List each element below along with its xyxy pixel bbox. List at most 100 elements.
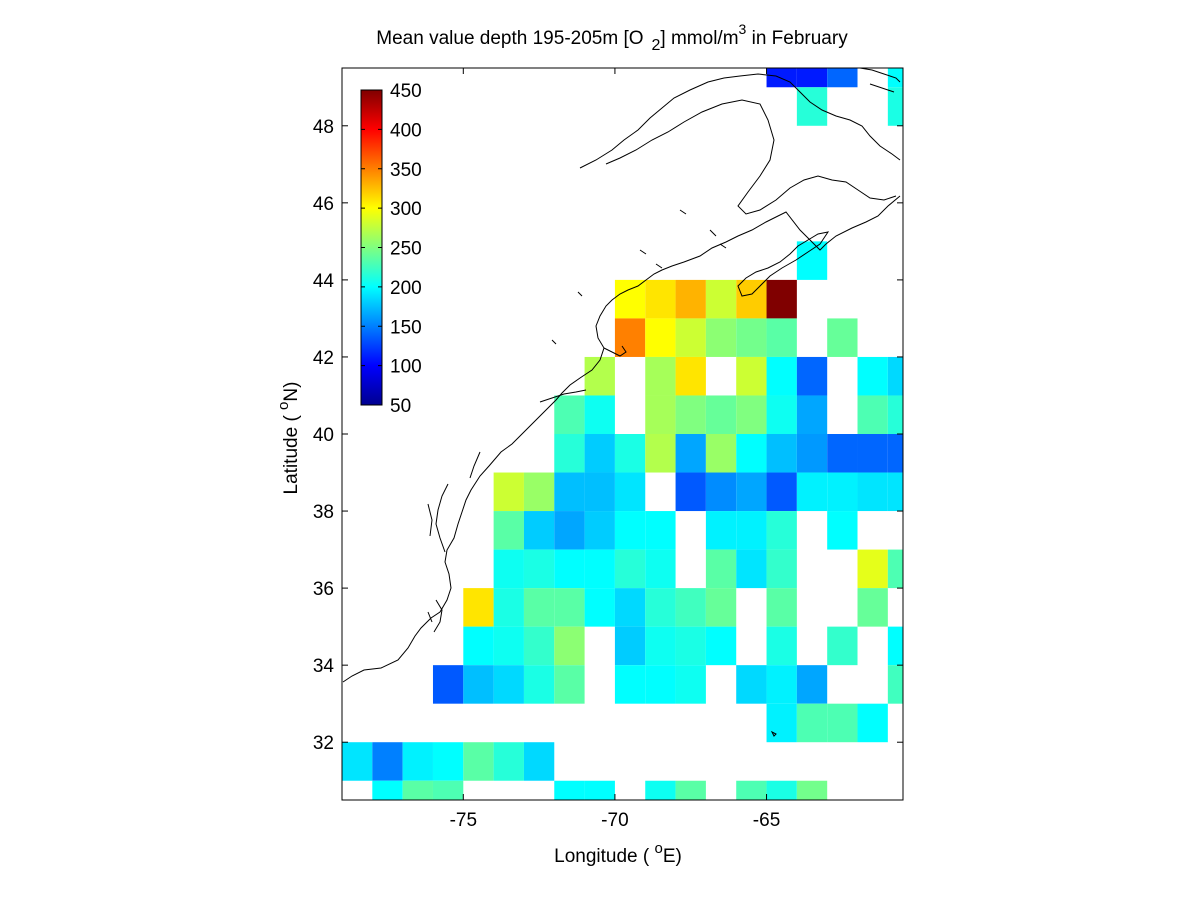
heatmap-cell [796,472,828,512]
chesapeake-bay [427,483,449,553]
heatmap-cell [736,279,767,319]
heatmap-cell [554,434,585,473]
heatmap-cell [523,626,555,666]
heatmap-cell [554,549,585,589]
y-tick-label: 40 [313,425,334,446]
heatmap-cell [645,356,676,396]
heatmap-cell [614,549,646,589]
heatmap-cell [463,742,494,781]
heatmap-cell [766,279,797,319]
heatmap-cell [463,665,494,704]
heatmap-cell [645,588,676,627]
colorbar-tick-label: 300 [390,199,422,220]
heatmap-cell [796,356,828,396]
heatmap-cell [736,395,767,434]
heatmap-cell [736,356,767,396]
y-tick-label: 42 [313,348,334,369]
heatmap-cell [827,318,858,357]
heatmap-cell [827,703,858,743]
colorbar-tick-label: 200 [390,278,422,299]
heatmap-cell [705,626,737,666]
heatmap-cell [554,780,585,800]
heatmap-cell [887,665,903,704]
heatmap-cell [675,395,706,434]
heatmap-cell [554,511,585,550]
heatmap-cell [736,511,767,550]
heatmap-cell [493,742,524,781]
heatmap-cell [342,742,373,781]
heatmap-cell [584,356,615,396]
heatmap-cell [523,511,555,550]
heatmap-cell [614,665,646,704]
heatmap-cell [523,472,555,512]
heatmap-cell [675,626,706,666]
heatmap-cell [736,665,767,704]
heatmap-cell [736,318,767,357]
heatmap-cell [796,395,828,434]
heatmap-cell [645,780,676,800]
heatmap-cell [887,472,903,512]
heatmap-cell [645,511,676,550]
heatmap-cell [463,588,494,627]
heatmap-cell [766,472,797,512]
heatmap-cell [857,356,888,396]
x-tick-label: -70 [601,810,628,831]
heatmap-cell [645,395,676,434]
long-island [539,389,587,403]
heatmap-cell [614,434,646,473]
pamlico-sound [427,599,443,633]
y-axis-ticks: 32 34 36 38 40 42 44 46 48 [313,117,903,754]
heatmap-cell [614,626,646,666]
heatmap-cell [766,511,797,550]
x-tick-label: -75 [450,810,477,831]
heatmap-cell [887,549,903,589]
heatmap-cell [614,279,646,319]
heatmap-cell [645,626,676,666]
heatmap-cell [766,626,797,666]
colorbar-tick-label: 400 [390,120,422,141]
heatmap-cell [705,395,737,434]
heatmap-cells [342,68,903,800]
heatmap-cell [857,395,888,434]
colorbar: 50 100 150 200 250 300 350 400 450 [360,81,422,417]
heatmap-cell [736,434,767,473]
heatmap-cell [614,511,646,550]
colorbar-tick-label: 50 [390,396,411,417]
heatmap-cell [766,356,797,396]
east-coast-coastline [342,195,901,683]
heatmap-cell [827,626,858,666]
nova-scotia-coastline [737,231,830,297]
y-tick-label: 46 [313,194,334,215]
heatmap-cell [493,472,524,512]
heatmap-cell [523,588,555,627]
heatmap-cell [857,472,888,512]
heatmap-cell [827,68,858,88]
heatmap-cell [584,588,615,627]
y-tick-label: 44 [313,271,335,292]
heatmap-cell [675,472,706,512]
heatmap-cell [887,626,903,666]
heatmap-cell [645,549,676,589]
heatmap-cell [675,780,706,800]
y-tick-label: 32 [313,733,334,754]
heatmap-cell [766,395,797,434]
chart-title: Mean value depth 195-205m [O 2] mmol/m3 i… [376,21,848,54]
heatmap-cell [857,549,888,589]
colorbar-tick-label: 450 [390,81,422,102]
heatmap-cell [614,588,646,627]
st-lawrence-south-shore [605,99,897,215]
heatmap-cell [887,395,903,434]
newfoundland-coastline [859,67,901,93]
gulf-of-st-lawrence-coastline [579,73,901,169]
heatmap-cell [493,549,524,589]
heatmap-cell [554,395,585,434]
heatmap-cell [675,665,706,704]
heatmap-cell [675,588,706,627]
heatmap-cell [766,318,797,357]
heatmap-cell [554,472,585,512]
heatmap-cell [675,279,706,319]
heatmap-cell [675,318,706,357]
heatmap-cell [827,472,858,512]
heatmap-cell [796,703,828,743]
